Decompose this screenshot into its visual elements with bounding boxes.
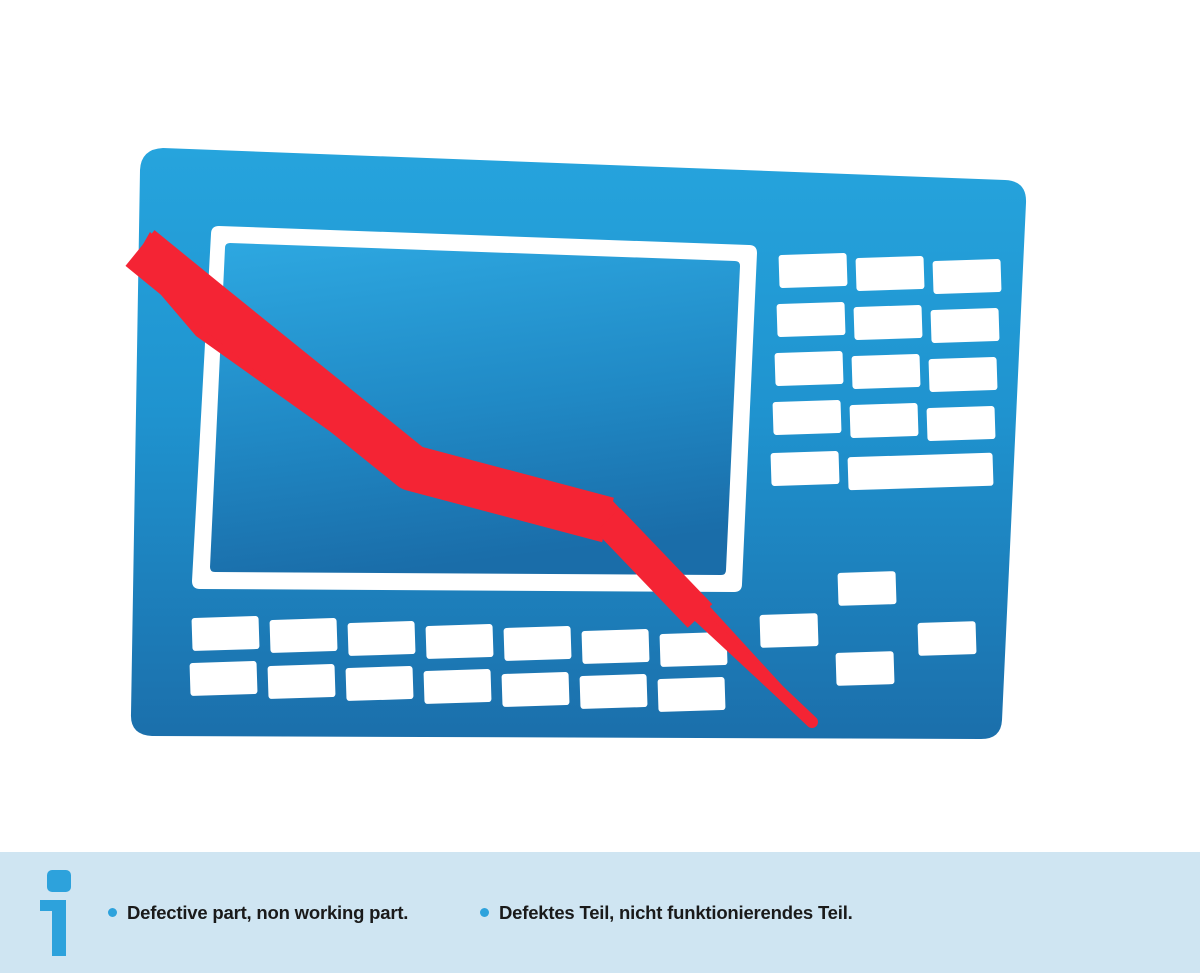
keypad-key[interactable]: [853, 305, 923, 340]
keyboard-key[interactable]: [423, 669, 492, 704]
caption-de: Defektes Teil, nicht funktionierendes Te…: [480, 902, 853, 924]
keyboard-key[interactable]: [503, 626, 572, 661]
keypad-key[interactable]: [932, 259, 1002, 294]
keypad-key[interactable]: [855, 256, 925, 291]
trend-line-strap: [125, 230, 818, 728]
keyboard-key[interactable]: [425, 624, 494, 659]
keypad-key[interactable]: [926, 406, 996, 441]
keypad-key[interactable]: [770, 451, 840, 486]
keyboard-key[interactable]: [659, 632, 728, 667]
keyboard-key[interactable]: [579, 674, 648, 709]
keyboard-key[interactable]: [347, 621, 416, 656]
keypad-key[interactable]: [776, 302, 846, 337]
screen-display: [210, 243, 740, 575]
arrow-cluster: [759, 571, 977, 686]
keypad-key-wide[interactable]: [847, 452, 994, 491]
illustration-area: [125, 148, 1027, 740]
info-bar: Defective part, non working part. Defekt…: [0, 852, 1200, 973]
bullet-icon: [480, 908, 489, 917]
arrow-down-key[interactable]: [835, 651, 895, 686]
keyboard-key[interactable]: [345, 666, 414, 701]
keypad-right: [770, 253, 1002, 491]
keypad-key[interactable]: [930, 308, 1000, 343]
device-screen: [192, 226, 757, 592]
keyboard-key[interactable]: [269, 618, 338, 653]
keyboard-key[interactable]: [191, 616, 260, 651]
trend-line-segment-tail: [694, 610, 818, 728]
bullet-icon: [108, 908, 117, 917]
keypad-key[interactable]: [774, 351, 844, 386]
keyboard-key[interactable]: [501, 672, 570, 707]
keypad-key[interactable]: [772, 400, 842, 435]
keyboard-key[interactable]: [189, 661, 258, 696]
trend-line-segment-mid: [595, 508, 713, 628]
info-i-icon: [36, 870, 82, 956]
keypad-key[interactable]: [778, 253, 848, 288]
keyboard-key[interactable]: [657, 677, 726, 712]
keypad-key[interactable]: [851, 354, 921, 389]
keypad-key[interactable]: [849, 403, 919, 438]
keyboard-key[interactable]: [581, 629, 650, 664]
trend-line-segment-main: [125, 230, 614, 543]
arrow-left-key[interactable]: [759, 613, 819, 648]
keypad-key[interactable]: [928, 357, 998, 392]
caption-de-text: Defektes Teil, nicht funktionierendes Te…: [499, 901, 853, 923]
arrow-up-key[interactable]: [837, 571, 897, 606]
info-i-icon-glyph: [40, 870, 71, 956]
arrow-right-key[interactable]: [917, 621, 977, 656]
keyboard-key[interactable]: [267, 664, 336, 699]
caption-en-text: Defective part, non working part.: [127, 901, 409, 923]
keyboard-bottom: [189, 616, 728, 712]
device-illustration: [125, 148, 1027, 740]
caption-en: Defective part, non working part.: [108, 902, 408, 924]
